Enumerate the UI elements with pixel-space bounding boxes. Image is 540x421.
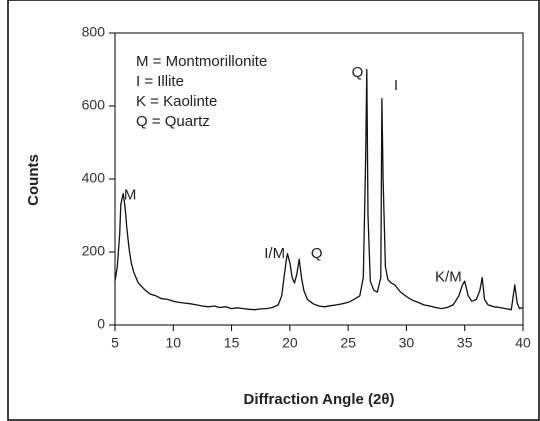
y-tick-label: 200	[82, 243, 106, 259]
x-tick-label: 15	[224, 335, 240, 351]
y-axis-label: Counts	[25, 154, 42, 206]
peak-label: I	[394, 77, 398, 94]
x-tick-label: 25	[340, 335, 356, 351]
x-tick-label: 10	[165, 335, 181, 351]
x-axis-label: Diffraction Angle (2θ)	[244, 391, 395, 408]
peak-label: M	[124, 186, 137, 203]
peak-label: K/M	[435, 269, 462, 286]
peak-label: Q	[311, 245, 323, 262]
y-tick-label: 400	[82, 170, 106, 186]
y-tick-label: 800	[82, 24, 106, 40]
legend-text: M = Montmorillonite	[136, 53, 267, 70]
x-tick-label: 35	[457, 335, 473, 351]
x-tick-label: 40	[515, 335, 531, 351]
legend-text: I = Illite	[136, 73, 184, 90]
legend-text: Q = Quartz	[136, 113, 210, 130]
x-tick-label: 30	[399, 335, 415, 351]
x-tick-label: 5	[111, 335, 119, 351]
peak-label: I/M	[264, 245, 285, 262]
legend-text: K = Kaolinte	[136, 93, 217, 110]
peak-label: Q	[352, 64, 364, 81]
data-line	[114, 68, 524, 311]
y-tick-label: 600	[82, 97, 106, 113]
x-tick-label: 20	[282, 335, 298, 351]
frame	[7, 0, 540, 421]
y-tick-label: 0	[97, 316, 105, 332]
